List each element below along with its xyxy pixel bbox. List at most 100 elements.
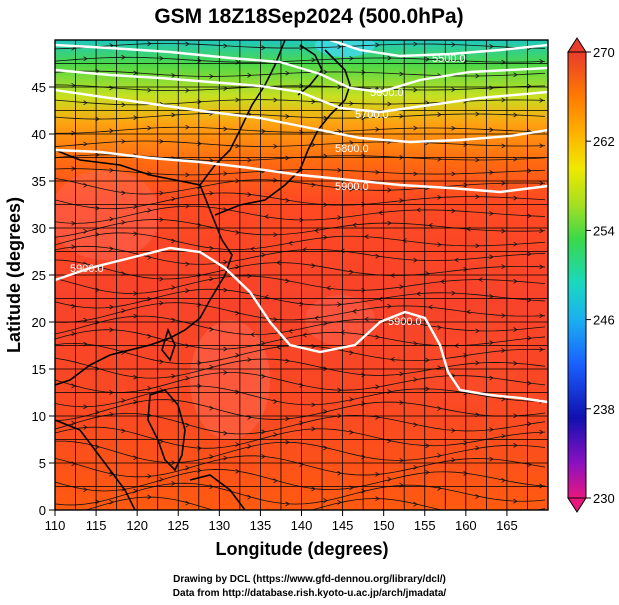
wind-arrow bbox=[273, 317, 278, 322]
wind-arrow bbox=[402, 238, 407, 243]
wind-arrow bbox=[83, 404, 88, 410]
wind-arrow bbox=[71, 220, 76, 226]
wind-arrow bbox=[147, 87, 152, 93]
colorbar-gradient bbox=[567, 51, 587, 499]
wind-arrow bbox=[451, 208, 456, 214]
wind-arrow bbox=[223, 287, 228, 293]
cold-patch bbox=[315, 40, 375, 57]
wind-arrow bbox=[147, 333, 152, 339]
x-tick-label: 125 bbox=[167, 518, 189, 533]
wind-arrow bbox=[159, 439, 164, 444]
colorbar-label: 270 bbox=[593, 45, 615, 60]
wind-arrow bbox=[539, 59, 544, 64]
wind-arrow bbox=[513, 442, 518, 448]
wind-arrow bbox=[171, 238, 176, 244]
wind-arrow bbox=[302, 247, 307, 253]
colorbar-label: 230 bbox=[593, 491, 615, 506]
wind-arrow bbox=[375, 127, 380, 132]
wind-arrow bbox=[185, 422, 190, 428]
y-tick-label: 45 bbox=[32, 80, 46, 95]
streamline bbox=[55, 412, 546, 435]
wind-arrow bbox=[121, 102, 126, 108]
wind-arrow bbox=[349, 429, 354, 435]
x-tick-label: 155 bbox=[414, 518, 436, 533]
wind-arrow bbox=[147, 385, 152, 391]
wind-arrow bbox=[349, 55, 354, 61]
wind-arrow bbox=[489, 340, 494, 346]
wind-arrow bbox=[375, 253, 380, 259]
y-tick-label: 40 bbox=[32, 127, 46, 142]
wind-arrow bbox=[285, 114, 290, 119]
wind-arrow bbox=[185, 124, 190, 130]
wind-arrow bbox=[364, 234, 369, 240]
wind-arrow bbox=[527, 421, 532, 427]
wind-arrow bbox=[288, 240, 293, 246]
wind-arrow bbox=[235, 310, 240, 316]
wind-arrow bbox=[311, 486, 316, 492]
wind-arrow bbox=[337, 387, 342, 393]
wind-arrow bbox=[463, 58, 468, 64]
wind-arrow bbox=[361, 287, 366, 293]
wind-arrow bbox=[71, 420, 76, 426]
x-tick-label: 135 bbox=[250, 518, 272, 533]
wind-arrow bbox=[361, 488, 366, 494]
wind-arrow bbox=[437, 325, 442, 330]
x-axis-title: Longitude (degrees) bbox=[215, 539, 388, 559]
wind-arrow bbox=[147, 255, 152, 260]
wind-arrow bbox=[451, 428, 456, 433]
contour-label: 5700.0 bbox=[355, 109, 389, 121]
wind-arrow bbox=[527, 251, 532, 257]
wind-arrow bbox=[247, 192, 252, 197]
wind-arrow bbox=[235, 442, 240, 447]
wind-arrow bbox=[121, 428, 126, 434]
wind-arrow bbox=[311, 343, 316, 349]
wind-arrow bbox=[489, 427, 494, 432]
wind-arrow bbox=[437, 242, 442, 248]
y-tick-label: 10 bbox=[32, 409, 46, 424]
wind-arrow bbox=[501, 477, 506, 483]
wind-arrow bbox=[285, 198, 290, 203]
wind-arrow bbox=[276, 260, 281, 266]
wind-arrow bbox=[437, 194, 442, 200]
wind-arrow bbox=[273, 432, 278, 438]
wind-arrow bbox=[159, 300, 164, 306]
wind-arrow bbox=[299, 301, 304, 307]
x-tick-label: 110 bbox=[45, 518, 66, 533]
wind-arrow bbox=[399, 371, 404, 377]
wind-arrow bbox=[261, 252, 266, 258]
y-tick-label: 35 bbox=[32, 174, 46, 189]
streamline bbox=[55, 126, 546, 134]
wind-arrow bbox=[95, 444, 100, 450]
wind-arrow bbox=[121, 219, 126, 225]
wind-arrow bbox=[273, 177, 278, 183]
wind-arrow bbox=[413, 422, 418, 428]
wind-arrow bbox=[83, 424, 88, 430]
wind-arrow bbox=[159, 55, 164, 61]
wind-arrow bbox=[185, 172, 190, 178]
streamline bbox=[55, 469, 546, 492]
wind-arrow bbox=[463, 440, 468, 446]
wind-arrow bbox=[83, 317, 88, 323]
wind-arrow bbox=[454, 257, 459, 263]
wind-arrow bbox=[171, 373, 176, 379]
wind-arrow bbox=[513, 360, 518, 366]
wind-arrow bbox=[501, 348, 506, 353]
streamline bbox=[55, 399, 546, 422]
y-tick-label: 5 bbox=[39, 456, 46, 471]
wind-arrow bbox=[399, 400, 404, 406]
wind-arrow bbox=[425, 357, 430, 363]
wind-arrow bbox=[387, 389, 392, 394]
wind-arrow bbox=[489, 85, 494, 91]
x-tick-label: 165 bbox=[496, 518, 518, 533]
wind-arrow bbox=[235, 230, 240, 235]
wind-arrow bbox=[223, 430, 228, 436]
wind-arrow bbox=[273, 399, 278, 404]
streamline bbox=[55, 56, 546, 63]
wind-arrow bbox=[209, 326, 214, 332]
wind-arrow bbox=[416, 291, 421, 297]
wind-arrow bbox=[209, 405, 214, 411]
warm-patch bbox=[190, 320, 270, 440]
streamline bbox=[55, 232, 546, 251]
warm-patch bbox=[55, 170, 160, 260]
wind-arrow bbox=[361, 454, 366, 460]
